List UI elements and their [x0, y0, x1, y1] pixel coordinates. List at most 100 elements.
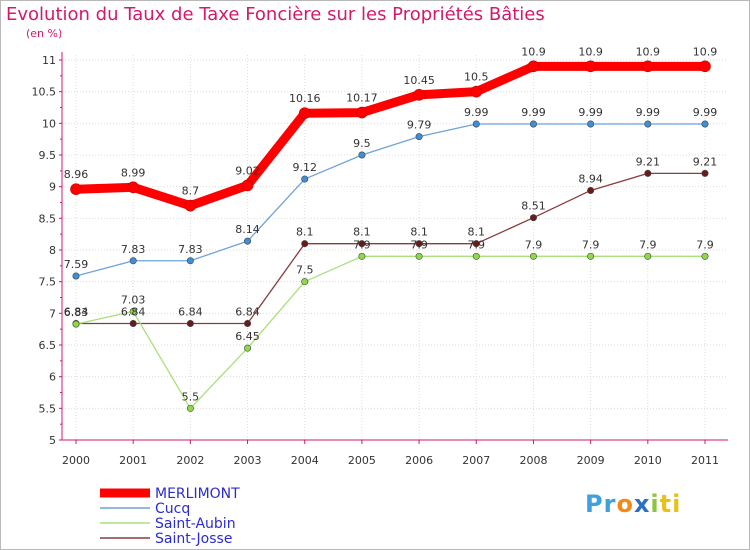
- data-label: 10.9: [578, 45, 603, 58]
- data-point: [72, 320, 80, 328]
- data-label: 7.5: [296, 264, 314, 277]
- data-point: [186, 319, 194, 327]
- data-point: [644, 120, 652, 128]
- data-label: 7.59: [64, 258, 89, 271]
- data-label: 8.7: [182, 185, 200, 198]
- data-point: [699, 60, 711, 73]
- y-tick-label: 5: [49, 434, 56, 447]
- data-label: 10.9: [693, 45, 718, 58]
- data-label: 7.83: [121, 243, 146, 256]
- data-point: [644, 169, 652, 177]
- x-tick-label: 2007: [462, 454, 490, 467]
- data-label: 9.99: [636, 106, 661, 119]
- data-label: 9.99: [693, 106, 718, 119]
- data-point: [472, 240, 480, 248]
- data-label: 9.5: [353, 137, 371, 150]
- data-label: 6.84: [235, 305, 260, 318]
- data-point: [129, 319, 137, 327]
- data-point: [358, 240, 366, 248]
- y-tick-label: 9: [49, 181, 56, 194]
- data-label: 10.9: [521, 45, 546, 58]
- data-point: [358, 151, 366, 159]
- data-point: [527, 60, 540, 73]
- x-tick-label: 2003: [234, 454, 262, 467]
- series-line-saint-aubin: [75, 255, 706, 409]
- data-label: 8.1: [410, 226, 428, 239]
- proxiti-logo: Proxiti: [585, 490, 681, 518]
- data-point: [301, 240, 309, 248]
- data-point: [129, 307, 137, 315]
- legend-label: Cucq: [155, 501, 190, 517]
- data-label: 10.45: [403, 74, 435, 87]
- chart-title: Evolution du Taux de Taxe Foncière sur l…: [6, 4, 545, 25]
- x-tick-label: 2008: [519, 454, 547, 467]
- x-tick-label: 2005: [348, 454, 376, 467]
- data-point: [415, 252, 423, 260]
- data-label: 7.9: [696, 238, 714, 251]
- data-point: [241, 179, 254, 192]
- x-tick-label: 2004: [291, 454, 319, 467]
- data-label: 6.84: [178, 305, 203, 318]
- x-tick-label: 2011: [691, 454, 719, 467]
- data-point: [301, 175, 309, 183]
- y-tick-label: 9.5: [39, 149, 57, 162]
- data-point: [186, 404, 194, 412]
- data-point: [184, 199, 197, 212]
- data-label: 9.79: [407, 119, 432, 132]
- legend-label: Saint-Josse: [155, 531, 232, 547]
- x-tick-label: 2006: [405, 454, 433, 467]
- data-label: 9.12: [292, 161, 317, 174]
- data-point: [301, 278, 309, 286]
- data-point: [415, 133, 423, 141]
- y-tick-label: 10: [42, 117, 56, 130]
- series-line-cucq: [75, 123, 706, 277]
- data-point: [298, 107, 311, 119]
- legend-label: Saint-Aubin: [155, 516, 236, 532]
- data-point: [186, 257, 194, 265]
- data-label: 10.16: [289, 92, 321, 105]
- y-tick-label: 7.5: [39, 276, 57, 289]
- data-label: 6.83: [64, 306, 89, 319]
- unit-label: (en %): [26, 27, 63, 40]
- data-label: 9.21: [693, 155, 718, 168]
- data-point: [587, 120, 595, 128]
- data-point: [584, 60, 597, 73]
- data-point: [587, 252, 595, 260]
- y-tick-label: 10.5: [32, 86, 57, 99]
- x-tick-label: 2009: [577, 454, 605, 467]
- data-label: 8.14: [235, 223, 260, 236]
- data-point: [701, 252, 709, 260]
- data-label: 10.5: [464, 71, 489, 84]
- data-point: [413, 89, 425, 101]
- data-point: [72, 272, 80, 280]
- data-point: [127, 181, 139, 194]
- logo-part: Pr: [585, 490, 617, 518]
- data-point: [529, 120, 537, 128]
- data-label: 6.84: [121, 305, 146, 318]
- data-label: 7.03: [121, 293, 146, 306]
- logo-part: o: [616, 490, 634, 518]
- data-label: 7.9: [582, 238, 600, 251]
- data-label: 6.84: [64, 305, 89, 318]
- series-line-saint-josse: [75, 172, 706, 325]
- data-label: 7.9: [639, 238, 657, 251]
- x-tick-label: 2001: [119, 454, 147, 467]
- data-point: [129, 257, 137, 265]
- data-label: 9.99: [521, 106, 546, 119]
- logo-part: i: [650, 490, 660, 518]
- data-point: [244, 319, 252, 327]
- y-tick-label: 8.5: [39, 212, 57, 225]
- data-label: 7.9: [468, 238, 486, 251]
- data-label: 9.99: [578, 106, 603, 119]
- data-point: [70, 183, 82, 195]
- y-tick-label: 7: [49, 307, 56, 320]
- data-point: [358, 252, 366, 260]
- y-tick-label: 8: [49, 244, 56, 257]
- x-tick-label: 2010: [634, 454, 662, 467]
- y-tick-label: 11: [42, 54, 56, 67]
- data-point: [529, 252, 537, 260]
- data-point: [701, 169, 709, 177]
- data-label: 8.96: [64, 168, 89, 181]
- data-label: 9.99: [464, 106, 489, 119]
- data-point: [472, 120, 480, 128]
